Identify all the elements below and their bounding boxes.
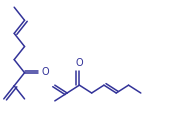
Text: O: O bbox=[42, 67, 50, 77]
Text: O: O bbox=[76, 58, 83, 68]
